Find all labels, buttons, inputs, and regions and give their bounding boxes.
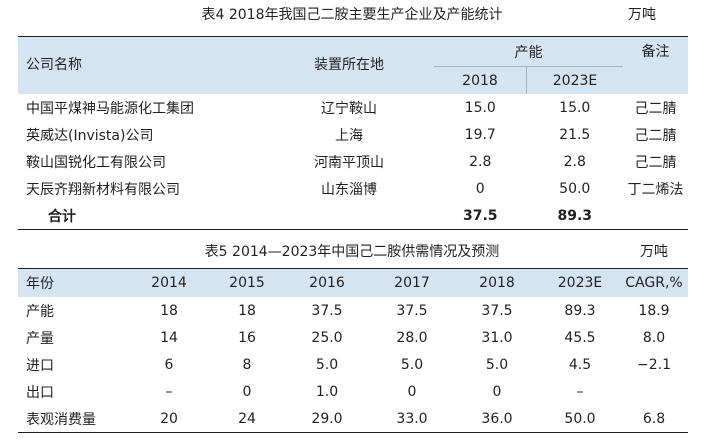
company-name: 英威达(Invista)公司 (26, 127, 154, 144)
plant-location: 辽宁鞍山 (321, 100, 377, 117)
cell: 8 (242, 356, 252, 373)
table-row: 英威达(Invista)公司 上海 19.7 21.5 己二腈 (18, 121, 688, 148)
cell: 29.0 (284, 405, 370, 433)
cell: 5.0 (485, 356, 509, 373)
plant-location: 山东淄博 (321, 181, 377, 198)
table-row: 进口 6 8 5.0 5.0 5.0 4.5 −2.1 (18, 351, 688, 378)
cell: 89.3 (564, 302, 596, 319)
note: 己二腈 (634, 127, 677, 144)
capacity-2018: 19.7 (464, 126, 496, 143)
cell: 36.0 (454, 405, 540, 433)
header-2015: 2015 (210, 268, 284, 297)
total-row: 合计 37.5 89.3 (18, 202, 688, 230)
table4-capacity-table: 公司名称 装置所在地 产能 备注 2018 2023E 中国平煤神马能源化工集团… (18, 36, 688, 230)
cell: 0 (242, 383, 252, 400)
cell: 18 (238, 302, 256, 319)
cell: 45.5 (564, 329, 596, 346)
total-label: 合计 (18, 202, 264, 230)
cell: 24 (210, 405, 284, 433)
company-name: 天辰齐翔新材料有限公司 (26, 181, 180, 198)
row-label: 产能 (26, 303, 54, 320)
cell: 8.0 (642, 329, 666, 346)
capacity-2023e: 15.0 (559, 99, 591, 116)
table4-header-company: 公司名称 (18, 36, 264, 94)
cell: 25.0 (311, 329, 343, 346)
header-2016: 2016 (284, 268, 370, 297)
row-label: 产量 (26, 330, 54, 347)
plant-location: 上海 (335, 127, 363, 144)
cell: 18 (160, 302, 178, 319)
total-2018: 37.5 (434, 202, 527, 230)
table4-header-2018: 2018 (434, 66, 527, 94)
cell: – (576, 383, 584, 400)
cell: 16 (238, 329, 256, 346)
cell: 4.5 (568, 356, 592, 373)
table5-supply-demand-table: 年份 2014 2015 2016 2017 2018 2023E CAGR,%… (18, 268, 688, 433)
row-label: 进口 (26, 357, 54, 374)
table5-unit: 万吨 (640, 244, 668, 260)
table-row: 产能 18 18 37.5 37.5 37.5 89.3 18.9 (18, 297, 688, 324)
cell: 6.8 (620, 405, 688, 433)
total-note-empty (623, 202, 688, 230)
table4-title: 表4 2018年我国己二胺主要生产企业及产能统计 (201, 7, 503, 23)
table-row: 中国平煤神马能源化工集团 辽宁鞍山 15.0 15.0 己二腈 (18, 94, 688, 121)
capacity-2023e: 50.0 (559, 180, 591, 197)
cell: 0 (407, 383, 417, 400)
header-2014: 2014 (128, 268, 210, 297)
table4-header-location: 装置所在地 (264, 36, 434, 94)
table-row: 天辰齐翔新材料有限公司 山东淄博 0 50.0 丁二烯法 (18, 175, 688, 202)
table-row: 出口 – 0 1.0 0 0 – (18, 378, 688, 405)
table4-unit: 万吨 (628, 7, 656, 23)
header-year: 年份 (18, 268, 128, 297)
cell: 6 (164, 356, 174, 373)
table4-header-capacity: 产能 (434, 36, 623, 67)
cell: 37.5 (396, 302, 428, 319)
note: 己二腈 (634, 100, 677, 117)
cell: 20 (128, 405, 210, 433)
table4-header-note: 备注 (623, 36, 688, 94)
cell: 5.0 (315, 356, 339, 373)
table4-header-2023e: 2023E (552, 72, 598, 89)
capacity-2023e: 2.8 (563, 153, 586, 170)
company-name: 鞍山国锐化工有限公司 (26, 154, 166, 171)
cell: 5.0 (400, 356, 424, 373)
header-cagr: CAGR,% (620, 268, 688, 297)
table-row: 表观消费量 20 24 29.0 33.0 36.0 50.0 6.8 (18, 405, 688, 433)
company-name: 中国平煤神马能源化工集团 (26, 100, 194, 117)
cell: 28.0 (396, 329, 428, 346)
cell: 33.0 (370, 405, 454, 433)
cell: 14 (160, 329, 178, 346)
row-label: 出口 (26, 384, 54, 401)
cell: 31.0 (481, 329, 513, 346)
table5-title: 表5 2014—2023年中国己二胺供需情况及预测 (204, 244, 500, 260)
capacity-2023e: 21.5 (559, 126, 591, 143)
header-2023e: 2023E (540, 268, 620, 297)
capacity-2018: 0 (475, 180, 485, 197)
cell: – (165, 383, 173, 400)
cell: 37.5 (311, 302, 343, 319)
capacity-2018: 2.8 (469, 153, 492, 170)
cell (620, 378, 688, 405)
table-row: 产量 14 16 25.0 28.0 31.0 45.5 8.0 (18, 324, 688, 351)
row-label: 表观消费量 (18, 405, 128, 433)
cell: 0 (492, 383, 502, 400)
cell: −2.1 (637, 356, 671, 373)
table5-header-row: 年份 2014 2015 2016 2017 2018 2023E CAGR,% (18, 268, 688, 297)
table-row: 鞍山国锐化工有限公司 河南平顶山 2.8 2.8 己二腈 (18, 148, 688, 175)
total-location-empty (264, 202, 434, 230)
note: 丁二烯法 (627, 181, 684, 198)
cell: 1.0 (315, 383, 339, 400)
capacity-2018: 15.0 (464, 99, 496, 116)
note: 己二腈 (634, 154, 677, 171)
table4-header-row: 公司名称 装置所在地 产能 备注 (18, 36, 688, 94)
cell: 50.0 (540, 405, 620, 433)
cell: 18.9 (638, 302, 670, 319)
header-2017: 2017 (370, 268, 454, 297)
header-2018: 2018 (454, 268, 540, 297)
cell: 37.5 (481, 302, 513, 319)
total-2023e: 89.3 (526, 202, 623, 230)
plant-location: 河南平顶山 (314, 154, 384, 171)
